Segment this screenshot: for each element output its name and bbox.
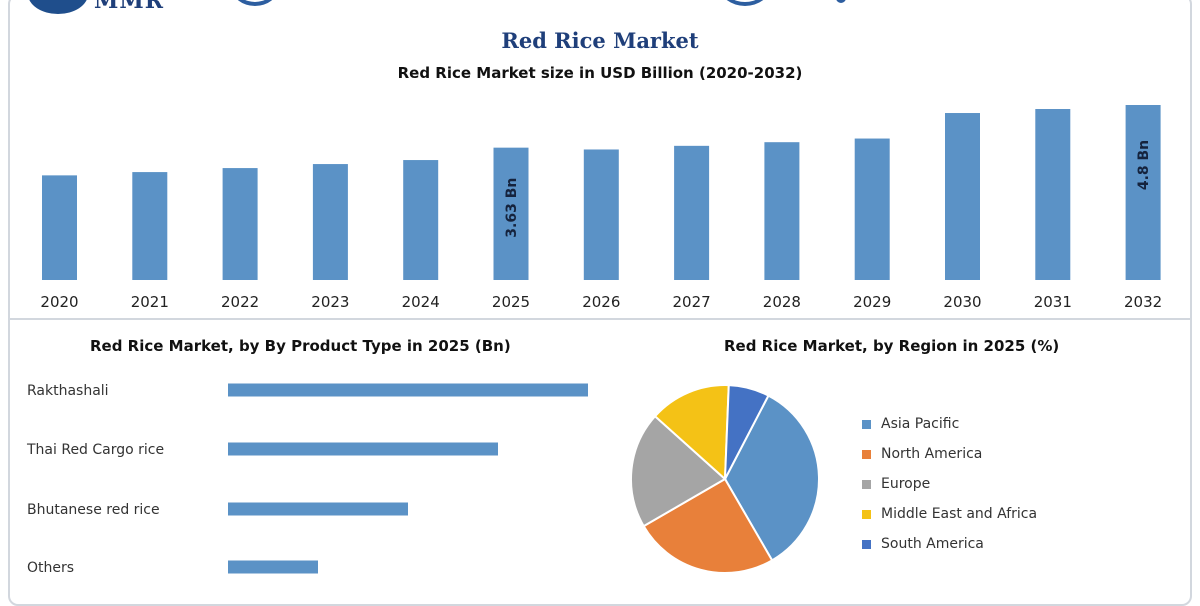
bar-chart-title: Red Rice Market size in USD Billion (202… bbox=[397, 64, 803, 82]
logo-text: MMR bbox=[94, 0, 164, 14]
legend-item: South America bbox=[862, 529, 1037, 559]
hbar-rakthashali bbox=[228, 383, 588, 397]
x-tick-label: 2020 bbox=[40, 293, 78, 311]
legend-label: South America bbox=[881, 536, 984, 552]
pie-slice-middle-east-and-africa bbox=[653, 384, 730, 482]
bar-2031 bbox=[1035, 109, 1071, 281]
bar-2022 bbox=[222, 168, 258, 280]
bar-2021 bbox=[132, 172, 168, 280]
region-chart-title: Red Rice Market, by Region in 2025 (%) bbox=[724, 337, 1060, 355]
legend-item: Asia Pacific bbox=[862, 409, 1037, 439]
x-tick-label: 2022 bbox=[221, 293, 259, 311]
pie-slice-north-america bbox=[642, 477, 774, 574]
x-tick-label: 2032 bbox=[1124, 293, 1162, 311]
x-tick-label: 2021 bbox=[131, 293, 169, 311]
pie-slice-europe bbox=[630, 414, 727, 528]
bar-2027 bbox=[674, 145, 710, 280]
bar-2023 bbox=[312, 164, 348, 280]
category-label: Thai Red Cargo rice bbox=[26, 442, 164, 458]
legend-swatch bbox=[862, 509, 871, 519]
x-tick-label: 2024 bbox=[402, 293, 440, 311]
bar-2029 bbox=[854, 138, 890, 280]
category-label: Bhutanese red rice bbox=[27, 502, 160, 518]
legend-label: Middle East and Africa bbox=[881, 506, 1038, 522]
x-tick-label: 2031 bbox=[1034, 293, 1072, 311]
decorative-mark bbox=[836, 0, 846, 3]
legend-swatch bbox=[862, 449, 871, 459]
legend-label: Europe bbox=[881, 476, 931, 492]
product-type-chart-title: Red Rice Market, by By Product Type in 2… bbox=[90, 337, 511, 355]
bar-2020 bbox=[42, 175, 77, 280]
bar-2024 bbox=[403, 160, 439, 280]
bar-2026 bbox=[583, 149, 619, 280]
bar-2025 bbox=[493, 147, 529, 280]
bar-2030 bbox=[945, 113, 980, 280]
region-legend: Asia Pacific North America Europe Middle Ea… bbox=[862, 409, 1037, 559]
legend-swatch bbox=[862, 419, 871, 429]
legend-item: Middle East and Africa bbox=[862, 499, 1037, 529]
x-tick-label: 2030 bbox=[943, 293, 981, 311]
legend-swatch bbox=[862, 479, 871, 489]
hbar-others bbox=[228, 560, 318, 574]
section-divider bbox=[8, 318, 1192, 320]
legend-label: Asia Pacific bbox=[881, 416, 960, 432]
x-tick-label: 2028 bbox=[763, 293, 801, 311]
x-tick-label: 2026 bbox=[582, 293, 620, 311]
main-title: Red Rice Market bbox=[501, 28, 699, 53]
x-tick-label: 2029 bbox=[853, 293, 891, 311]
hbar-bhutanese-red-rice bbox=[228, 502, 408, 516]
pie-slice-south-america bbox=[724, 384, 770, 480]
category-label: Others bbox=[27, 560, 74, 576]
x-tick-label: 2025 bbox=[492, 293, 530, 311]
x-tick-label: 2027 bbox=[673, 293, 711, 311]
bar-2032 bbox=[1125, 105, 1161, 280]
legend-item: Europe bbox=[862, 469, 1037, 499]
data-label: 3.63 Bn bbox=[504, 178, 520, 238]
data-label: 4.8 Bn bbox=[1136, 140, 1152, 190]
x-tick-label: 2023 bbox=[311, 293, 349, 311]
hbar-thai-red-cargo-rice bbox=[228, 442, 498, 456]
market-size-bar-chart: 2020 2021 2022 2023 2024 2025 3.63 Bn 2026 2027 2… bbox=[40, 105, 1162, 311]
category-label: Rakthashali bbox=[27, 383, 109, 399]
legend-label: North America bbox=[881, 446, 983, 462]
legend-swatch bbox=[862, 539, 871, 549]
legend-item: North America bbox=[862, 439, 1037, 469]
bar-2028 bbox=[764, 142, 800, 280]
logo-mark bbox=[28, 0, 88, 14]
